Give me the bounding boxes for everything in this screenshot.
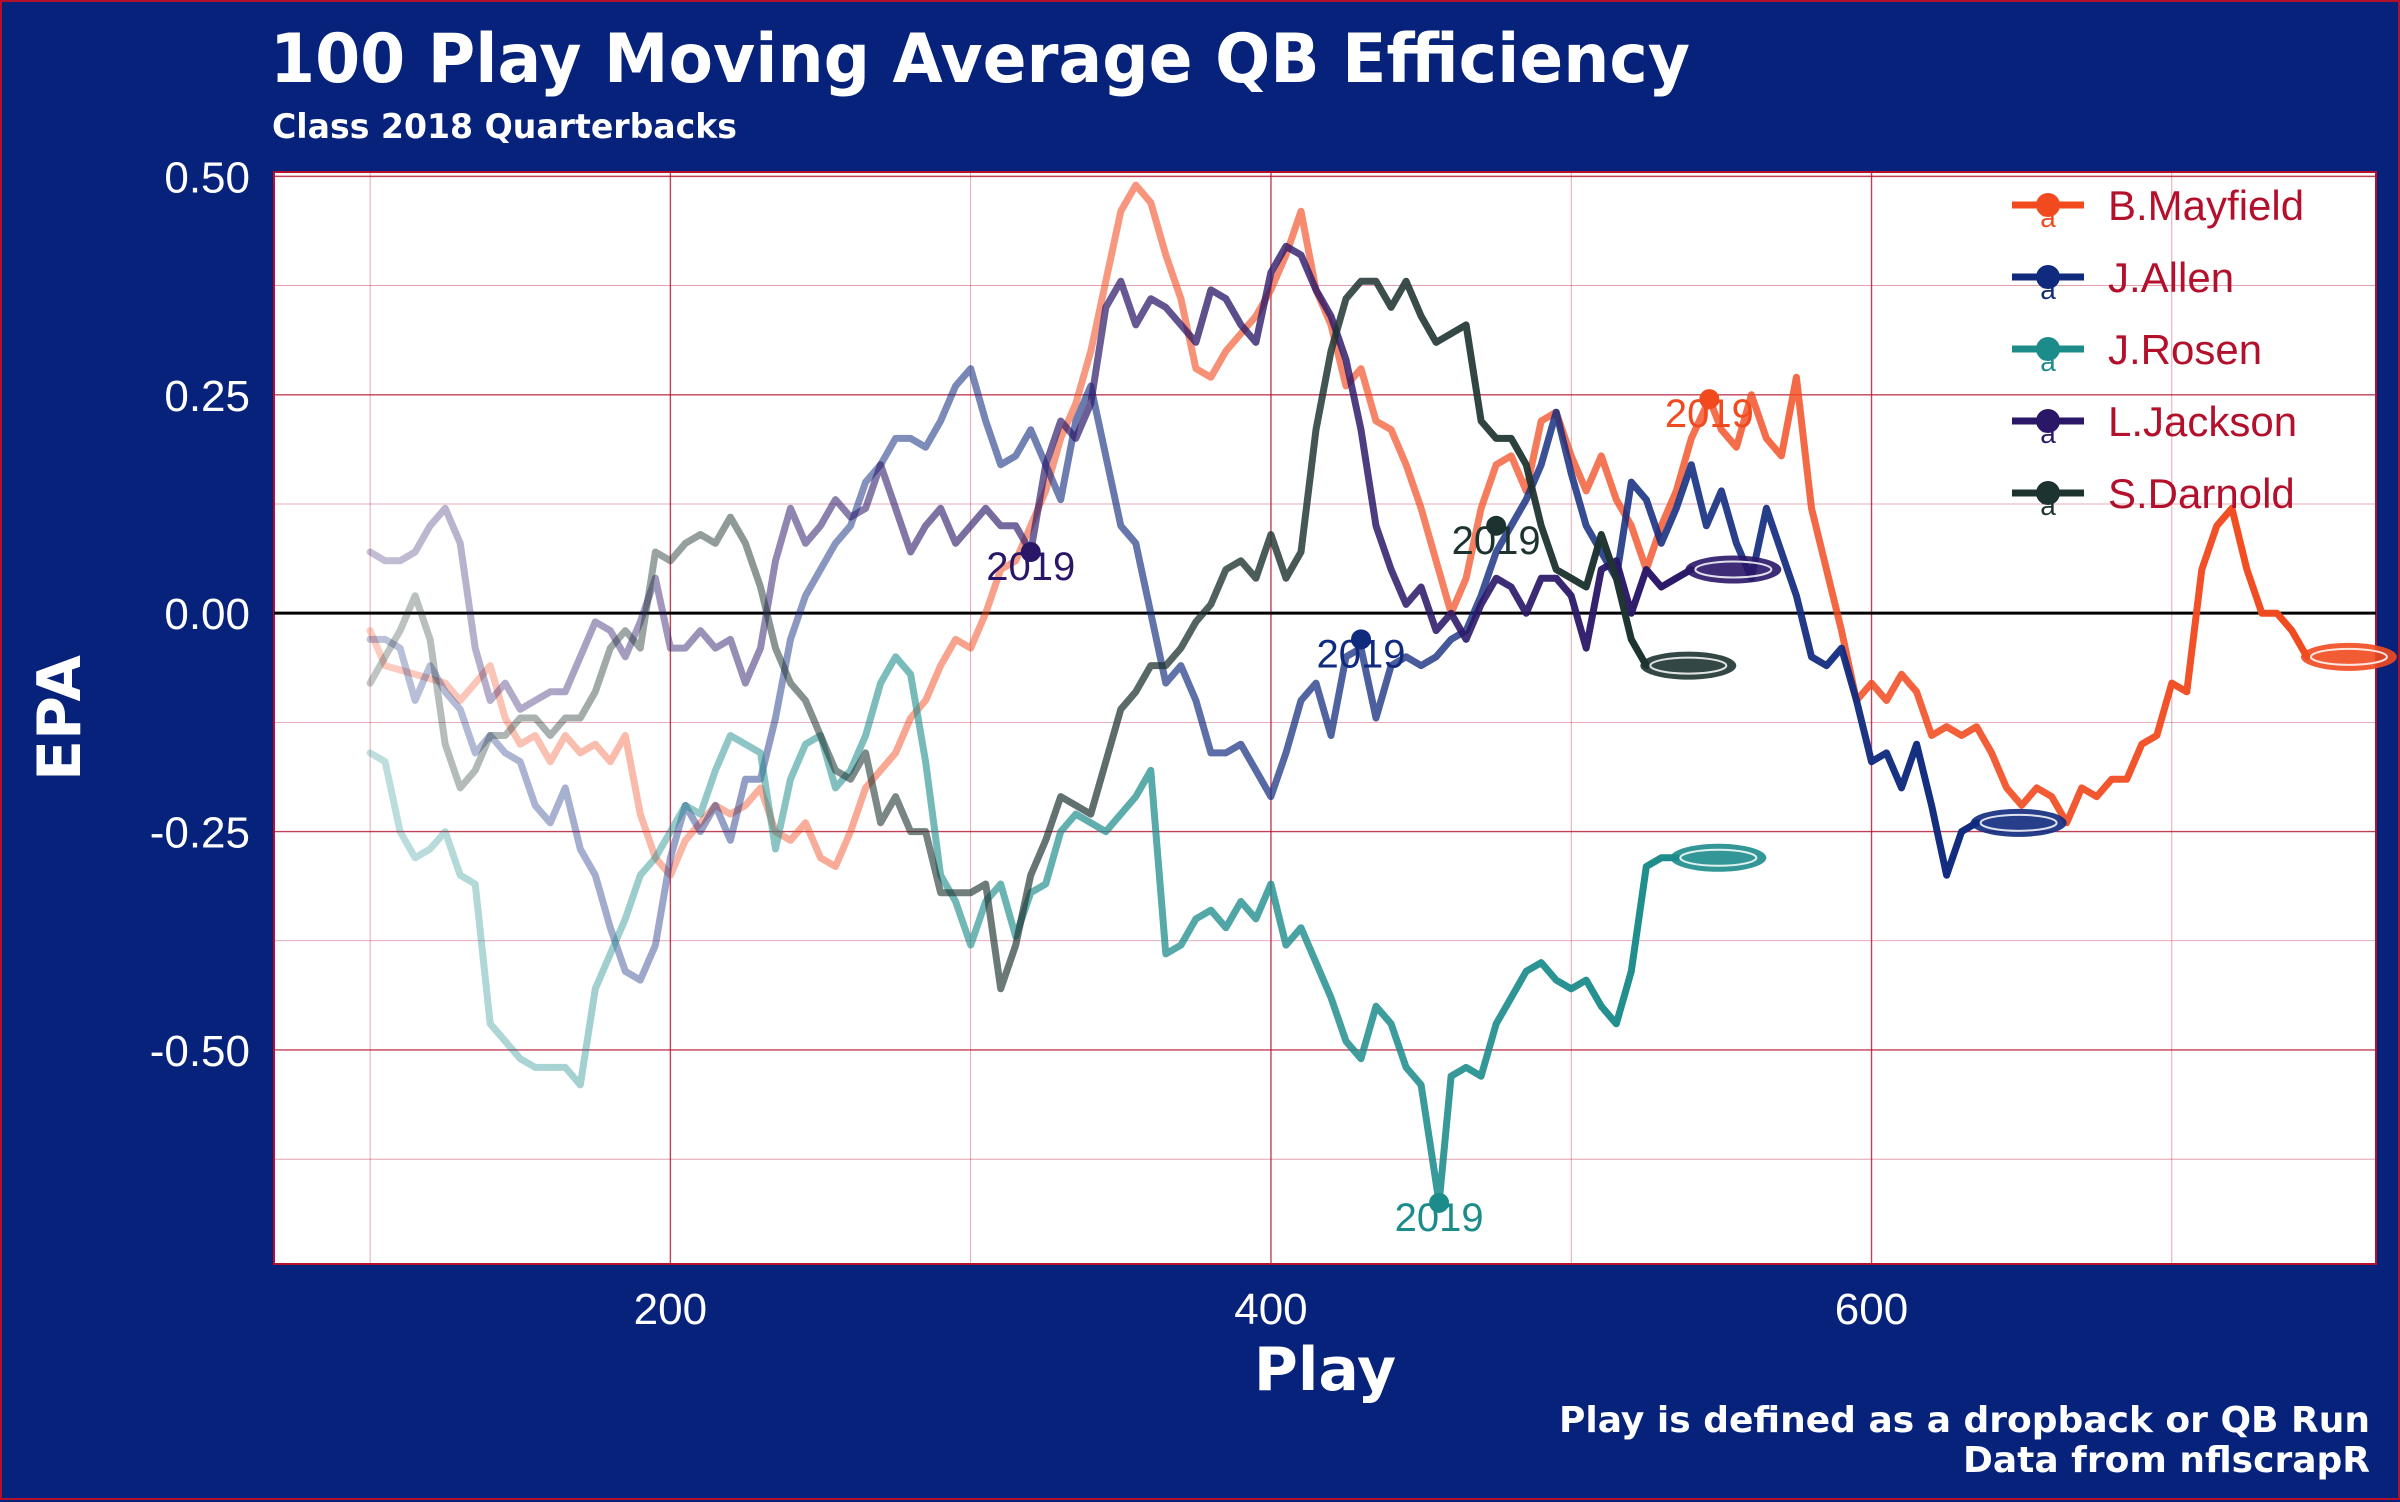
legend-item: a L.Jackson <box>2012 398 2297 449</box>
caption-line-2: Data from nflscrapR <box>1963 1440 2370 1481</box>
series-layer <box>366 181 2311 1207</box>
legend-label: S.Darnold <box>2108 470 2295 517</box>
legend-label: L.Jackson <box>2108 398 2297 445</box>
y-tick-label: 0.00 <box>164 590 250 639</box>
legend-glyph: a <box>2040 418 2056 449</box>
season-marker-label: 2019 <box>986 545 1075 589</box>
jets-helmet-icon <box>1640 651 1737 680</box>
team-logos <box>1640 555 2397 872</box>
legend-label: J.Rosen <box>2108 326 2262 373</box>
season-marker-dot <box>1429 1192 1450 1213</box>
axes: 200 400 600 0.50 0.25 0.00 -0.25 -0.50 <box>150 153 1909 1334</box>
legend-item: a J.Allen <box>2012 254 2234 305</box>
legend-marker <box>2036 481 2060 505</box>
legend-item: a S.Darnold <box>2012 470 2295 521</box>
legend-glyph: a <box>2040 490 2056 521</box>
season-marker-dot <box>1486 515 1507 536</box>
legend-label: B.Mayfield <box>2108 182 2304 229</box>
season-marker-label: 2019 <box>1395 1196 1484 1240</box>
season-marker-dot <box>1351 629 1372 650</box>
panel-border <box>273 171 2377 1265</box>
legend-marker <box>2036 265 2060 289</box>
y-tick-label: 0.50 <box>164 153 250 202</box>
x-tick-label: 600 <box>1835 1285 1908 1334</box>
dolphins-helmet-icon <box>1670 843 1767 872</box>
y-tick-label: 0.25 <box>164 372 250 421</box>
legend-item: a B.Mayfield <box>2012 182 2304 233</box>
chart-title: 100 Play Moving Average QB Efficiency <box>270 20 1690 99</box>
season-marker-dot <box>1020 542 1041 563</box>
series-line-j-allen <box>366 365 1981 984</box>
series-line-s-darnold <box>366 277 1650 993</box>
legend-item: a J.Rosen <box>2012 326 2262 377</box>
x-tick-label: 400 <box>1234 1285 1307 1334</box>
ravens-helmet-icon <box>1685 555 1782 584</box>
legend-label: J.Allen <box>2108 254 2234 301</box>
caption-line-1: Play is defined as a dropback or QB Run <box>1559 1400 2370 1441</box>
legend-glyph: a <box>2040 274 2056 305</box>
chart-subtitle: Class 2018 Quarterbacks <box>272 107 737 147</box>
legend: a B.Mayfield a J.Allen a J.Rosen a L.Jackson a S.… <box>2012 182 2304 521</box>
x-axis-title: Play <box>1254 1335 1396 1405</box>
legend-marker <box>2036 409 2060 433</box>
x-tick-label: 200 <box>634 1285 707 1334</box>
y-tick-label: -0.50 <box>150 1027 250 1076</box>
season-marker-label: 2019 <box>1665 392 1754 436</box>
browns-helmet-icon <box>2300 642 2397 671</box>
legend-glyph: a <box>2040 202 2056 233</box>
season-marker-dot <box>1699 389 1720 410</box>
season-markers: 2019 2019 2019 2019 2019 <box>986 389 1754 1240</box>
y-tick-label: -0.25 <box>150 809 250 858</box>
bills-helmet-icon <box>1970 808 2067 837</box>
legend-marker <box>2036 337 2060 361</box>
season-marker-label: 2019 <box>1452 519 1541 563</box>
y-axis-title: EPA <box>25 654 95 780</box>
legend-glyph: a <box>2040 346 2056 377</box>
legend-marker <box>2036 193 2060 217</box>
season-marker-label: 2019 <box>1317 632 1406 676</box>
